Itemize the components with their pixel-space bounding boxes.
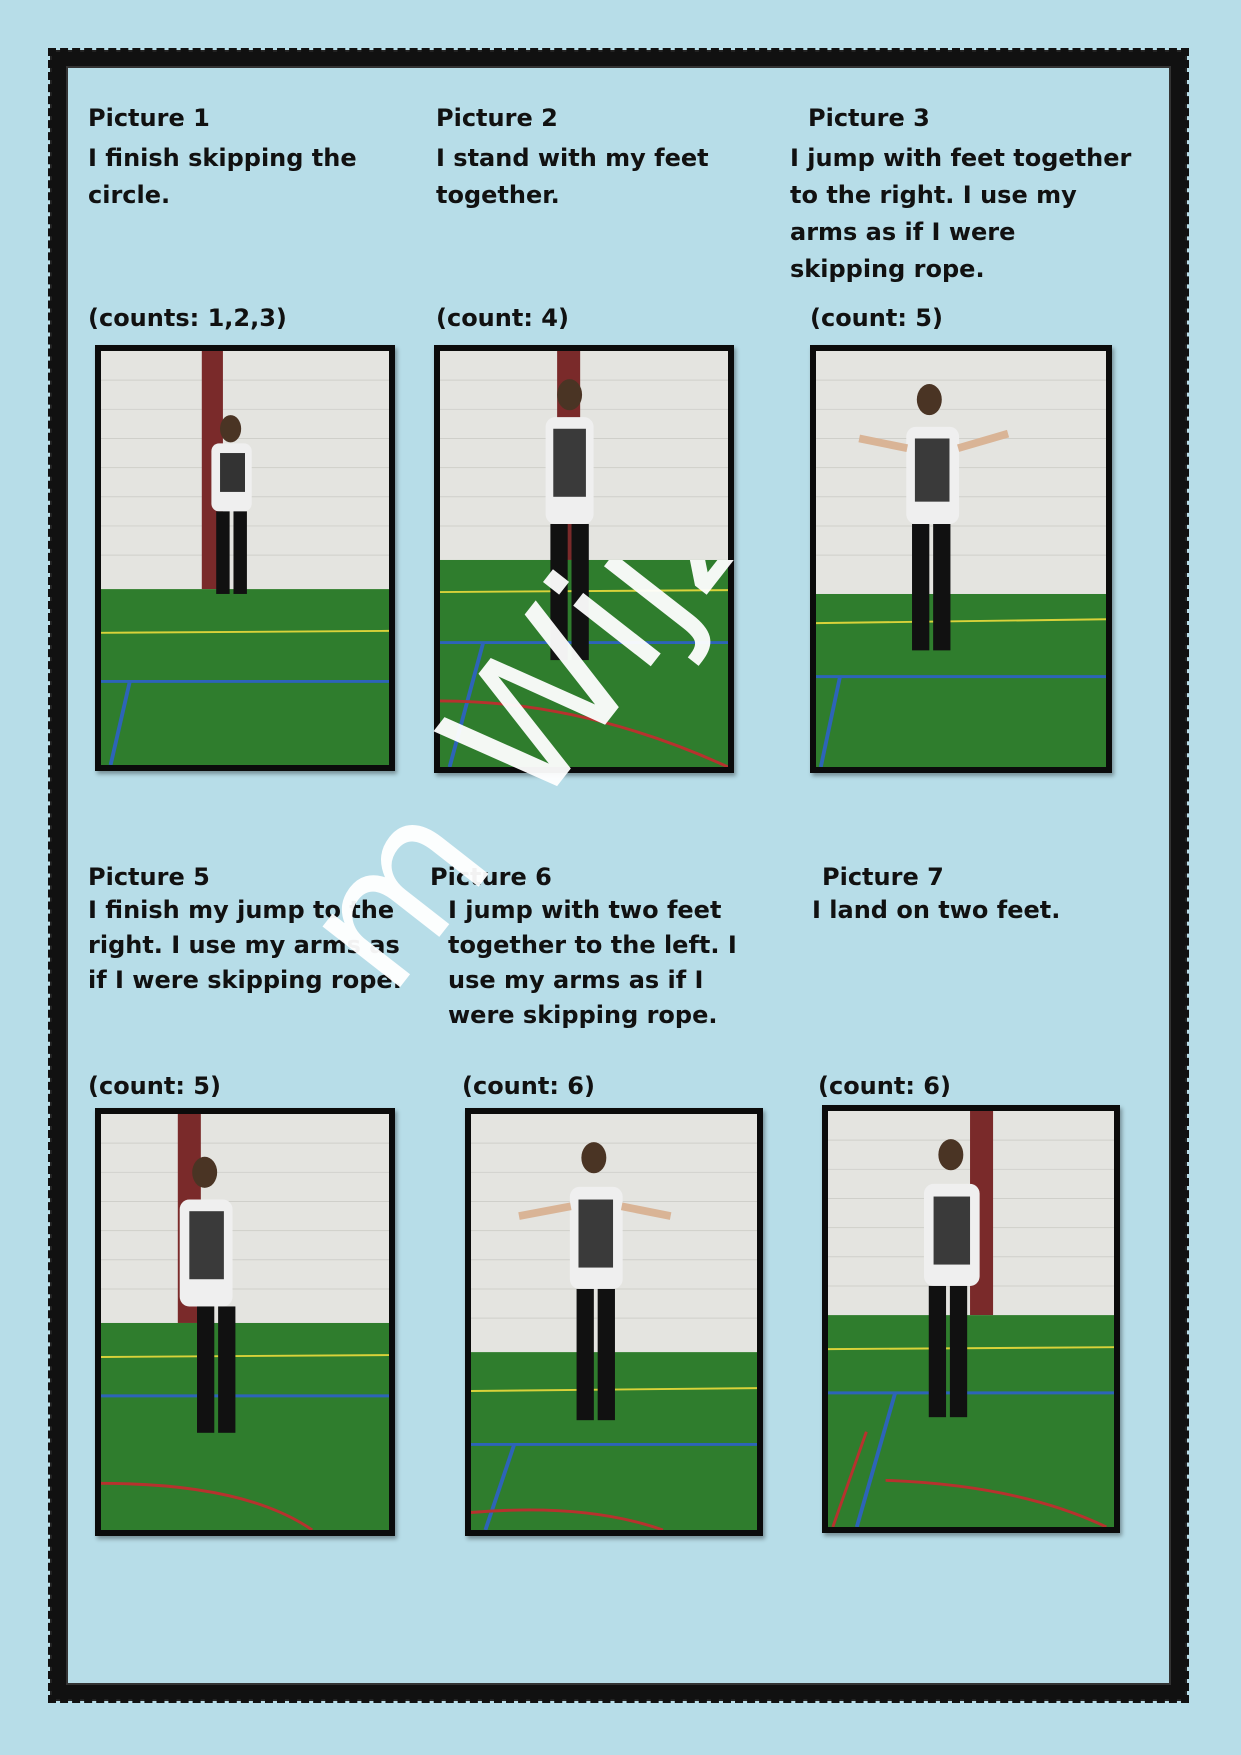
picture-7-title: Picture 7 [822, 863, 944, 891]
photo-picture-2-image [440, 351, 728, 767]
picture-2-count: (count: 4) [436, 304, 569, 332]
picture-5-title: Picture 5 [88, 863, 210, 891]
photo-picture-2 [434, 345, 734, 773]
photo-picture-6-image [471, 1114, 757, 1530]
picture-2-title: Picture 2 [436, 104, 558, 132]
picture-5-description: I finish my jump to the right. I use my … [88, 896, 402, 994]
picture-6-description: I jump with two feet together to the lef… [448, 896, 737, 1029]
picture-2-description: I stand with my feet together. [436, 144, 709, 209]
picture-5-count: (count: 5) [88, 1072, 221, 1100]
page-border [48, 48, 1189, 1703]
picture-3-text: Picture 3 I jump with feet together to t… [790, 104, 1135, 288]
photo-picture-1-image [101, 351, 389, 765]
photo-picture-5 [95, 1108, 395, 1536]
photo-picture-7 [822, 1105, 1120, 1533]
picture-6-text: Picture 6 I jump with two feet together … [430, 863, 800, 1033]
photo-picture-6 [465, 1108, 763, 1536]
photo-picture-1 [95, 345, 395, 771]
picture-1-description: I finish skipping the circle. [88, 144, 357, 209]
picture-3-count: (count: 5) [810, 304, 943, 332]
picture-3-description: I jump with feet together to the right. … [790, 144, 1132, 283]
photo-picture-3-image [816, 351, 1106, 767]
picture-5-text: Picture 5 I finish my jump to the right.… [88, 863, 428, 998]
picture-7-count: (count: 6) [818, 1072, 951, 1100]
picture-7-description: I land on two feet. [812, 896, 1061, 924]
picture-6-count: (count: 6) [462, 1072, 595, 1100]
picture-3-title: Picture 3 [808, 104, 930, 132]
photo-picture-5-image [101, 1114, 389, 1530]
picture-6-title: Picture 6 [430, 863, 552, 891]
photo-picture-3 [810, 345, 1112, 773]
picture-7-text: Picture 7 I land on two feet. [812, 863, 1132, 928]
photo-picture-7-image [828, 1111, 1114, 1527]
picture-1-text: Picture 1 I finish skipping the circle. [88, 104, 428, 214]
picture-1-title: Picture 1 [88, 104, 210, 132]
picture-1-count: (counts: 1,2,3) [88, 304, 287, 332]
picture-2-text: Picture 2 I stand with my feet together. [436, 104, 716, 214]
